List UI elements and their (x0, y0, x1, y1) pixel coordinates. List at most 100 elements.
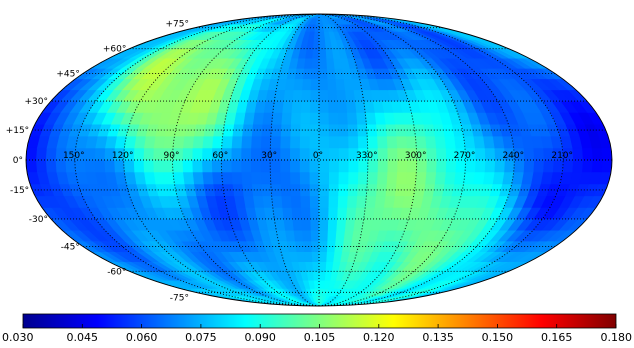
sky-pixel (328, 159, 339, 173)
colorbar-tick-label: 0.030 (2, 331, 34, 344)
colorbar-tick-label: 0.045 (67, 331, 99, 344)
sky-pixel (343, 229, 354, 242)
sky-pixel (395, 171, 407, 185)
sky-pixel (162, 159, 174, 173)
colorbar-tick-label: 0.180 (601, 331, 633, 344)
sky-pixel (280, 123, 291, 137)
sky-pixel (336, 100, 348, 113)
sky-pixel (261, 112, 274, 125)
sky-pixel (301, 229, 312, 242)
sky-pixel (328, 183, 339, 197)
sky-pixel (289, 183, 301, 197)
sky-pixel (271, 112, 283, 125)
sky-pixel (270, 171, 281, 185)
colorbar-tick-label: 0.060 (126, 331, 158, 344)
sky-pixel (328, 171, 339, 185)
longitude-tick-label: 150° (63, 151, 85, 161)
sky-pixel (123, 159, 135, 173)
sky-pixel (54, 159, 67, 173)
sky-pixel (74, 159, 86, 173)
latitude-tick-label: +75° (166, 20, 190, 30)
sky-pixel (281, 207, 293, 220)
sky-pixel (328, 123, 339, 137)
sky-pixel (260, 171, 272, 185)
sky-pixel (377, 147, 388, 161)
sky-pixel (327, 195, 339, 208)
sky-pixel (221, 135, 233, 149)
latitude-tick-label: 0° (13, 156, 23, 166)
sky-pixel (318, 31, 325, 41)
sky-pixel (386, 147, 398, 161)
sky-pixel (289, 135, 301, 149)
sky-pixel (357, 135, 368, 149)
sky-pixel (416, 159, 427, 173)
sky-pixel (337, 123, 349, 137)
sky-pixel (280, 112, 292, 125)
sky-pixel (493, 159, 505, 173)
sky-pixel (250, 159, 261, 173)
sky-pixel (221, 159, 232, 173)
sky-pixel (191, 147, 203, 161)
sky-pixel (300, 218, 311, 231)
sky-pixel (133, 147, 145, 161)
sky-pixel (182, 135, 195, 149)
sky-pixel (309, 218, 320, 231)
sky-pixel (310, 229, 320, 242)
sky-pixel (318, 100, 329, 113)
sky-pixel (270, 135, 281, 149)
sky-pixel (347, 171, 359, 185)
sky-pixel (309, 100, 320, 113)
sky-pixel (260, 135, 272, 149)
sky-pixel (113, 159, 125, 173)
colorbar-tick-label: 0.135 (422, 331, 454, 344)
sky-pixel (240, 147, 252, 161)
sky-pixel (345, 100, 357, 113)
sky-pixel (279, 159, 291, 173)
sky-pixel (318, 159, 330, 173)
sky-pixel (386, 171, 398, 185)
sky-pixel (344, 218, 356, 231)
sky-pixel (386, 159, 398, 173)
sky-pixel (464, 159, 476, 173)
sky-pixel (581, 159, 593, 173)
latitude-tick-label: -45° (61, 242, 80, 252)
sky-pixel (271, 195, 283, 208)
sky-pixel (347, 159, 359, 173)
sky-pixel (600, 147, 612, 161)
sky-pixel (326, 78, 337, 91)
meridian-line (318, 14, 564, 306)
sky-pixel (324, 271, 332, 281)
sky-pixel (291, 89, 303, 102)
latitude-tick-label: +15° (6, 126, 30, 136)
sky-pixel (299, 112, 311, 125)
sky-pixel (221, 171, 233, 185)
sky-pixel (302, 68, 312, 80)
sky-pixel (571, 159, 584, 173)
sky-pixel (231, 123, 244, 137)
sky-pixel (336, 207, 348, 220)
sky-pixel (332, 251, 343, 263)
sky-pixel (290, 112, 301, 125)
sky-pixel (302, 240, 312, 252)
meridian-line (123, 14, 320, 306)
sky-pixel (376, 135, 388, 149)
sky-pixel (324, 39, 332, 49)
sky-pixel (318, 279, 325, 289)
sky-pixel (454, 159, 466, 173)
sky-pixel (211, 171, 223, 185)
sky-pixel (552, 159, 564, 173)
sky-pixel (337, 135, 349, 149)
sky-pixel (377, 159, 388, 173)
sky-pixel (384, 123, 397, 137)
latitude-tick-label: +30° (25, 97, 49, 107)
sky-pixel (532, 159, 544, 173)
sky-pixel (280, 195, 292, 208)
sky-pixel (318, 195, 329, 208)
sky-pixel (103, 159, 115, 173)
sky-pixel (434, 171, 446, 185)
sky-pixel (337, 171, 349, 185)
sky-pixel (347, 135, 359, 149)
sky-pixel (181, 147, 193, 161)
sky-pixel (94, 147, 106, 161)
sky-pixel (299, 159, 310, 173)
